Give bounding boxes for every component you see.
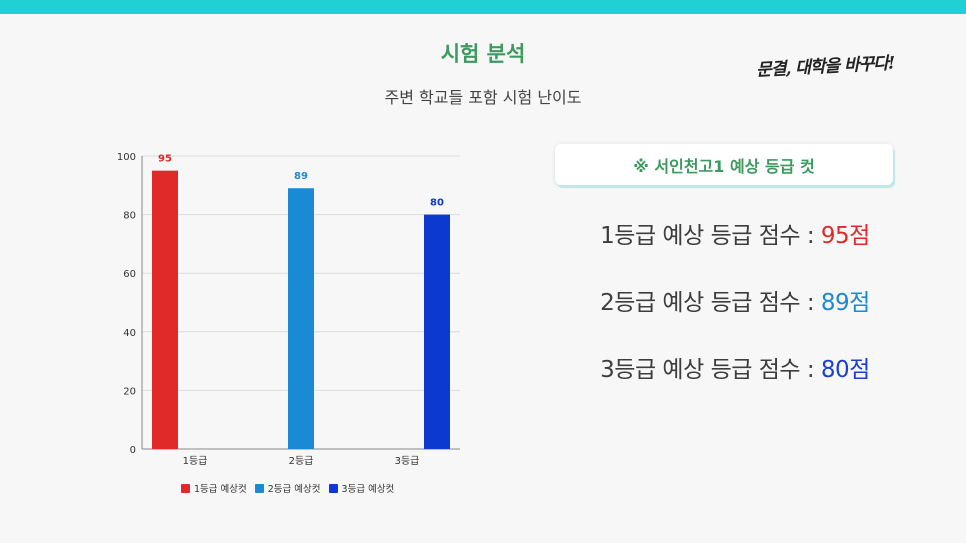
score-line-grade2: 2등급 예상 등급 점수 : 89점: [555, 283, 915, 317]
chart-legend: 1등급 예상컷 2등급 예상컷 3등급 예상컷: [181, 481, 394, 495]
page-title: 시험 분석: [440, 42, 526, 66]
score-value: 89점: [820, 290, 870, 316]
score-value: 80점: [820, 357, 870, 383]
x-tick-label: 3등급: [395, 455, 420, 467]
legend-label: 1등급 예상컷: [194, 484, 247, 495]
score-value: 95점: [820, 223, 870, 249]
data-label: 89: [294, 171, 308, 182]
bar: [288, 188, 314, 450]
y-tick-label: 20: [123, 386, 136, 397]
cutoff-title-box: ※ 서인천고1 예상 등급 컷: [555, 144, 893, 185]
legend-swatch: [181, 483, 190, 493]
score-line-grade1: 1등급 예상 등급 점수 : 95점: [555, 216, 915, 250]
top-accent-bar: [0, 0, 966, 14]
legend-item: 2등급 예상컷: [254, 481, 321, 495]
y-tick-label: 60: [123, 269, 136, 280]
legend-item: 3등급 예상컷: [328, 481, 395, 495]
page-subtitle: 주변 학교들 포함 시험 난이도: [384, 88, 582, 107]
data-label: 80: [430, 198, 444, 209]
bar: [424, 214, 450, 449]
legend-label: 3등급 예상컷: [341, 484, 395, 495]
bar: [152, 170, 178, 449]
legend-label: 2등급 예상컷: [267, 484, 321, 495]
score-label: 1등급 예상 등급 점수 :: [600, 223, 821, 249]
x-tick-label: 1등급: [183, 455, 208, 467]
legend-swatch: [254, 483, 264, 493]
y-tick-label: 80: [123, 211, 136, 222]
score-line-grade3: 3등급 예상 등급 점수 : 80점: [555, 350, 915, 384]
y-tick-label: 0: [130, 445, 136, 456]
score-label: 3등급 예상 등급 점수 :: [600, 357, 821, 383]
data-label: 95: [158, 154, 172, 165]
score-label: 2등급 예상 등급 점수 :: [600, 290, 821, 316]
y-tick-label: 40: [123, 328, 136, 339]
legend-item: 1등급 예상컷: [181, 481, 247, 495]
y-tick-label: 100: [117, 152, 136, 163]
x-tick-label: 2등급: [289, 455, 314, 467]
legend-swatch: [328, 483, 338, 493]
